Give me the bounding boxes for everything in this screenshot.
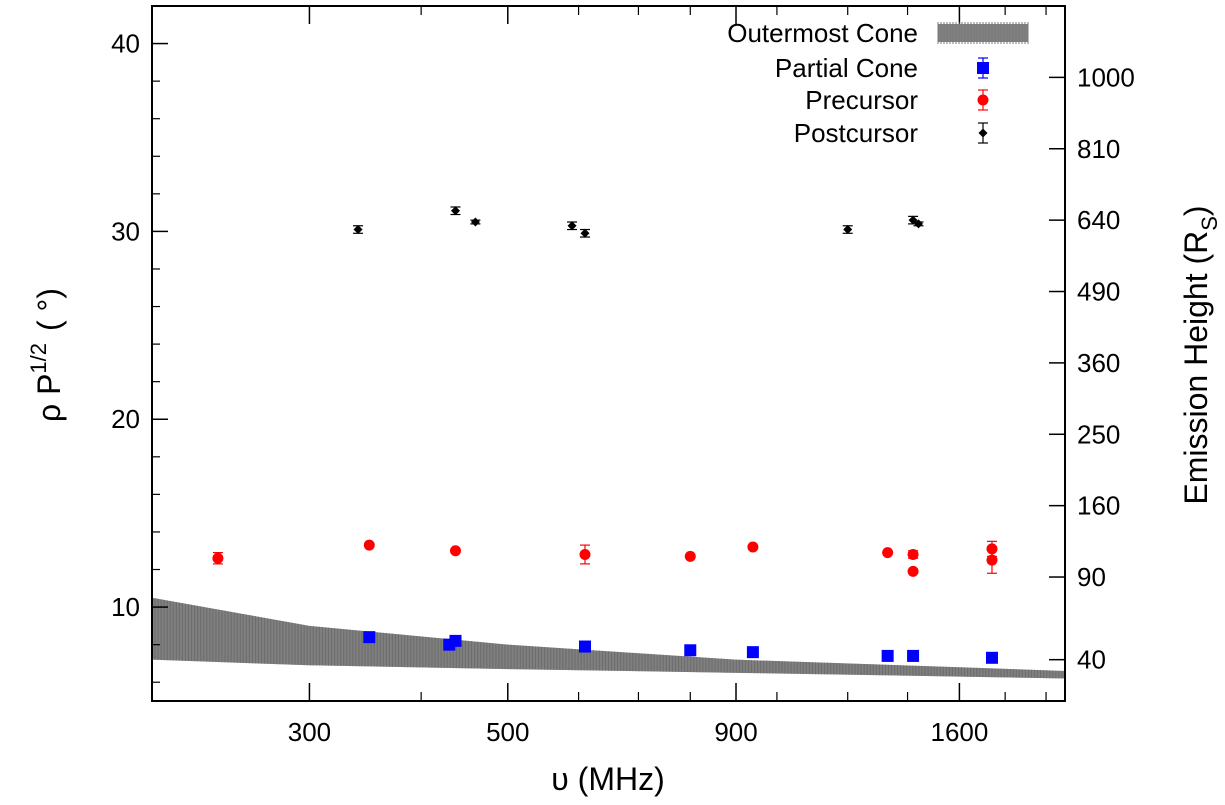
precursor-point — [907, 548, 919, 560]
postcursor-point — [450, 206, 460, 216]
partial-cone-point — [363, 631, 376, 644]
postcursor-point — [580, 228, 590, 238]
legend-label-outermost-cone: Outermost Cone — [727, 18, 918, 48]
precursor-point — [449, 545, 461, 557]
precursor-point — [363, 539, 375, 551]
y2-tick-label: 160 — [1077, 491, 1120, 521]
partial-cone-point — [684, 644, 697, 657]
y-tick-label: 10 — [111, 592, 140, 622]
legend-label-partial-cone: Partial Cone — [775, 53, 918, 83]
partial-cone-point — [985, 651, 998, 664]
postcursor-point — [914, 219, 924, 229]
x-axis-label: υ (MHz) — [551, 761, 664, 797]
outermost-cone-band — [151, 597, 1066, 679]
y-tick-label: 40 — [111, 29, 140, 59]
precursor-point — [882, 547, 894, 559]
precursor-point — [684, 550, 696, 562]
y-axis-label-right: Emission Height (RS) — [1178, 205, 1222, 504]
precursor-point — [747, 541, 759, 553]
legend-label-precursor: Precursor — [805, 85, 918, 115]
y2-tick-label: 640 — [1077, 205, 1120, 235]
y2-tick-label: 360 — [1077, 348, 1120, 378]
precursor-point — [212, 552, 224, 564]
partial-cone-point — [907, 649, 920, 662]
postcursor-point — [843, 225, 853, 235]
plot-frame — [151, 5, 1066, 702]
x-tick-label: 500 — [486, 717, 529, 747]
y2-tick-label: 490 — [1077, 277, 1120, 307]
y2-tick-label: 1000 — [1077, 62, 1135, 92]
x-tick-label: 1600 — [930, 717, 988, 747]
axis-ticks: 300 500 900 1600 10 20 30 40 40 90 160 250 360 490 640… — [111, 5, 1135, 747]
x-tick-label: 300 — [288, 717, 331, 747]
partial-cone-point — [881, 649, 894, 662]
partial-cone-point — [746, 646, 759, 659]
partial-cone-point — [578, 640, 591, 653]
y-tick-label: 30 — [111, 216, 140, 246]
legend-marker-postcursor — [978, 128, 988, 138]
precursor-point — [907, 565, 919, 577]
partial-cone-point — [449, 634, 462, 647]
y-axis-label-left: ρ P1/2( °) — [26, 288, 67, 422]
y-tick-label: 20 — [111, 404, 140, 434]
postcursor-point — [567, 221, 577, 231]
y2-tick-label: 90 — [1077, 562, 1106, 592]
y2-tick-label: 250 — [1077, 419, 1120, 449]
data-points — [212, 206, 998, 664]
x-tick-label: 900 — [714, 717, 757, 747]
legend-marker-partial-cone — [977, 62, 989, 74]
precursor-point — [986, 554, 998, 566]
y2-tick-label: 810 — [1077, 134, 1120, 164]
postcursor-point — [353, 225, 363, 235]
legend: Outermost Cone Partial ConePrecursorPostc… — [727, 18, 1029, 148]
legend-label-postcursor: Postcursor — [794, 118, 919, 148]
legend-marker-precursor — [977, 94, 989, 106]
postcursor-point — [470, 217, 480, 227]
precursor-point — [579, 548, 591, 560]
y2-tick-label: 40 — [1077, 645, 1106, 675]
